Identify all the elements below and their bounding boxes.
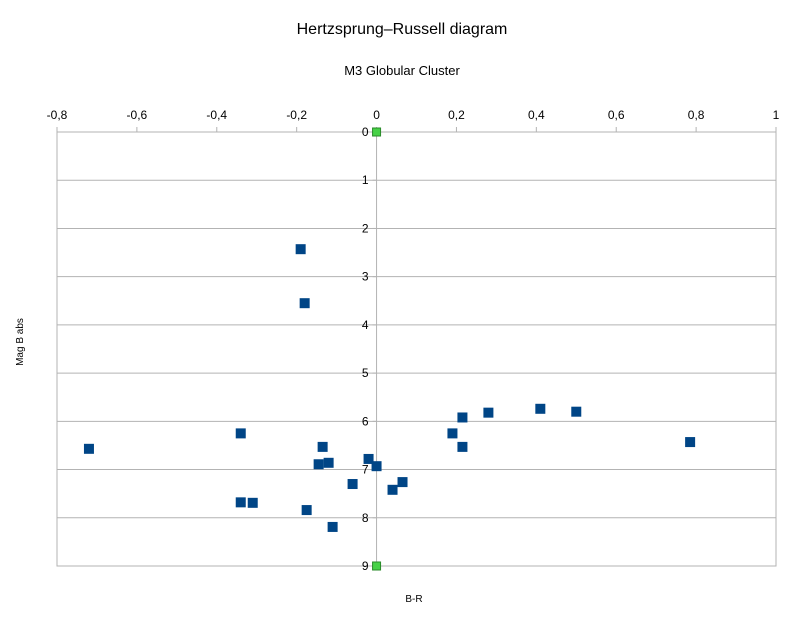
x-tick-label: 0,4 (528, 108, 545, 122)
x-tick-label: -0,2 (286, 108, 307, 122)
y-tick-label: 9 (362, 559, 369, 573)
star-data-point (247, 497, 258, 508)
reference-point (372, 561, 382, 571)
star-data-point (535, 403, 546, 414)
horizontal-gridlines (57, 179, 776, 519)
y-tick-label: 2 (362, 221, 369, 235)
x-tick-label: -0,8 (47, 108, 68, 122)
y-tick-label: 1 (362, 173, 369, 187)
star-data-point (235, 428, 246, 439)
star-data-point (317, 441, 328, 452)
x-axis (56, 127, 777, 132)
star-data-point (347, 479, 358, 490)
x-tick-label: 0,2 (448, 108, 465, 122)
star-data-point (295, 244, 306, 255)
plot-area-border (56, 131, 777, 567)
star-data-point (313, 459, 324, 470)
x-tick-label: 1 (773, 108, 780, 122)
y-axis-label: Mag B abs (15, 318, 26, 366)
star-data-point (457, 412, 468, 423)
y-tick-label: 7 (362, 463, 369, 477)
star-data-point (483, 407, 494, 418)
star-data-point (323, 457, 334, 468)
x-tick-label: -0,6 (127, 108, 148, 122)
star-data-point (371, 461, 382, 472)
y-tick-label: 4 (362, 318, 369, 332)
star-data-point (327, 521, 338, 532)
chart-title: Hertzsprung–Russell diagram (297, 21, 508, 38)
x-tick-label: 0,6 (608, 108, 625, 122)
x-tick-label: 0,8 (688, 108, 705, 122)
y-axis (372, 131, 378, 567)
x-axis-label: B-R (405, 594, 422, 605)
y-tick-label: 3 (362, 270, 369, 284)
y-tick-label: 0 (362, 125, 369, 139)
star-data-point (299, 298, 310, 309)
star-data-point (83, 443, 94, 454)
y-tick-label: 8 (362, 511, 369, 525)
star-data-point (685, 437, 696, 448)
x-tick-label: 0 (373, 108, 380, 122)
data-points (83, 127, 696, 571)
star-data-point (457, 441, 468, 452)
y-tick-label: 5 (362, 366, 369, 380)
y-tick-labels: 0 1 2 3 4 5 6 7 8 9 (362, 125, 369, 573)
star-data-point (363, 453, 374, 464)
star-data-point (387, 484, 398, 495)
star-data-point (447, 428, 458, 439)
x-tick-labels: -0,8 -0,6 -0,4 -0,2 0 0,2 0,4 0,6 0,8 1 (47, 108, 780, 122)
y-tick-label: 6 (362, 414, 369, 428)
x-tick-label: -0,4 (206, 108, 227, 122)
star-data-point (397, 477, 408, 488)
chart-subtitle: M3 Globular Cluster (344, 63, 460, 78)
reference-point (372, 127, 382, 137)
star-data-point (571, 406, 582, 417)
star-data-point (301, 505, 312, 516)
star-data-point (235, 497, 246, 508)
